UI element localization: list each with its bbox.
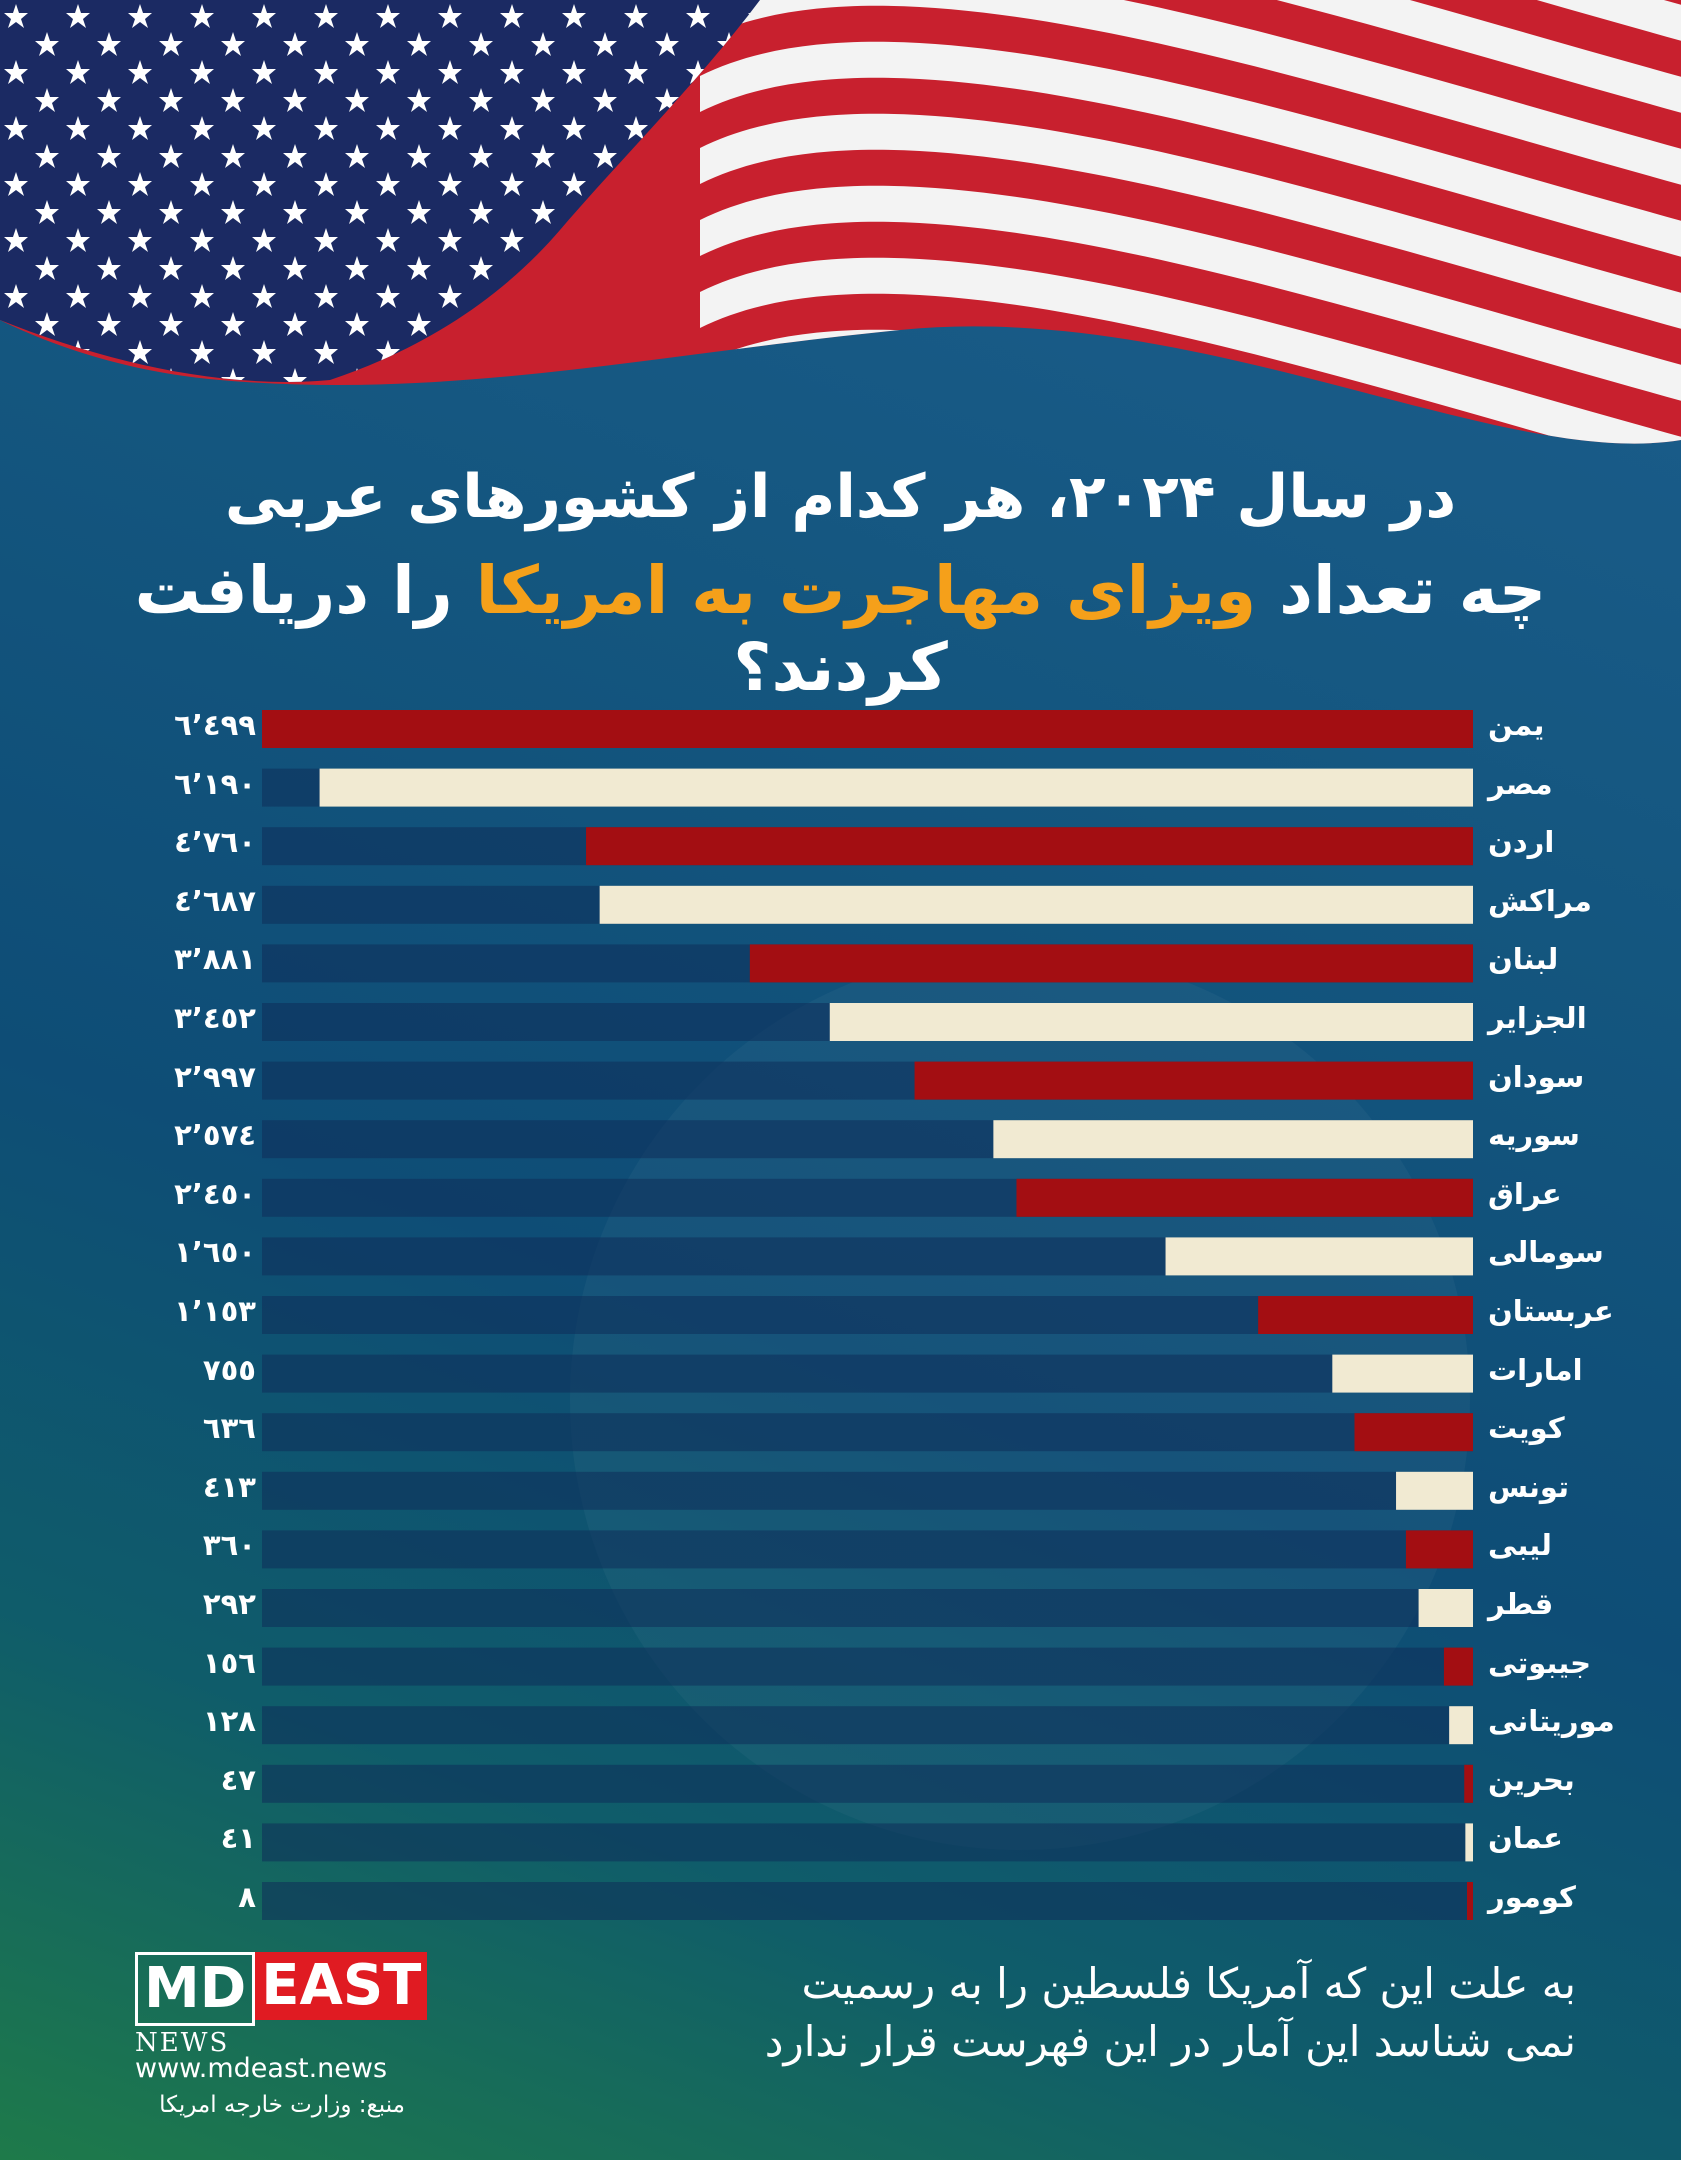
bar: [1443, 1647, 1473, 1686]
category-label: عمان: [1488, 1821, 1563, 1856]
flag-stripe: [700, 257, 1681, 444]
website-url: www.mdeast.news: [135, 2053, 388, 2084]
bar: [1396, 1471, 1473, 1510]
footnote: به علت این که آمریکا فلسطین را به رسمیت …: [676, 1955, 1576, 2071]
category-label: لبنان: [1488, 942, 1559, 977]
category-label: بحرین: [1488, 1762, 1575, 1797]
value-label: ٦٬١٩٠: [174, 766, 256, 801]
bar-track: [262, 1530, 1473, 1569]
category-label: عربستان: [1488, 1294, 1614, 1328]
source-credit: منبع: وزارت خارجه امریکا: [159, 2092, 405, 2118]
value-label: ١٬١٥٣: [174, 1294, 256, 1328]
value-label: ٣٬٨٨١: [174, 942, 256, 977]
footnote-line-2: نمی شناسد این آمار در این فهرست قرار ندا…: [764, 2017, 1576, 2066]
value-label: ٣٦٠: [202, 1528, 256, 1563]
logo-east: EAST: [255, 1952, 428, 2020]
category-label: قطر: [1488, 1587, 1554, 1621]
bar-track: [262, 1706, 1473, 1745]
bar: [1464, 1764, 1473, 1803]
category-label: مراکش: [1488, 883, 1592, 918]
value-label: ٢٬٤٥٠: [174, 1176, 256, 1211]
chart-title-line-2: چه تعداد ویزای مهاجرت به امریکا را دریاف…: [60, 552, 1621, 706]
bar: [914, 1061, 1473, 1100]
bar: [262, 710, 1473, 748]
value-label: ٧٥٥: [202, 1352, 256, 1387]
bar-track: [262, 1354, 1473, 1393]
category-label: جیبوتی: [1488, 1645, 1591, 1680]
bar: [599, 885, 1473, 924]
value-label: ١٥٦: [202, 1645, 256, 1680]
value-label: ٢٬٩٩٧: [174, 1059, 256, 1094]
category-label: سومالی: [1488, 1235, 1604, 1270]
bar-track: [262, 1413, 1473, 1452]
category-label: امارات: [1488, 1352, 1583, 1387]
value-label: ٤٧: [220, 1762, 256, 1797]
bar: [1258, 1296, 1473, 1334]
title-part-1: چه تعداد: [1256, 552, 1547, 629]
value-label: ٤١: [220, 1821, 256, 1856]
value-label: ٤٬٧٦٠: [174, 825, 256, 860]
bar: [1467, 1882, 1473, 1920]
bar: [1354, 1413, 1473, 1452]
value-label: ٤٬٦٨٧: [174, 883, 256, 918]
value-label: ١٢٨: [202, 1704, 256, 1739]
category-label: سوریه: [1488, 1118, 1580, 1153]
value-label: ٦٣٦: [202, 1411, 256, 1446]
bar: [586, 827, 1473, 866]
category-label: عراق: [1488, 1176, 1562, 1211]
bar: [993, 1120, 1473, 1159]
bar: [1165, 1237, 1473, 1276]
value-label: ٨: [238, 1880, 256, 1914]
category-label: سودان: [1488, 1059, 1585, 1094]
bar: [829, 1003, 1473, 1041]
bar-track: [262, 1823, 1473, 1862]
bar: [1405, 1530, 1473, 1569]
bar: [1465, 1823, 1473, 1862]
category-label: تونس: [1488, 1469, 1569, 1504]
category-label: موریتانی: [1488, 1704, 1615, 1739]
bar: [1418, 1589, 1473, 1627]
value-label: ٤١٣: [202, 1469, 256, 1504]
bar: [319, 768, 1474, 807]
bar-track: [262, 1589, 1473, 1627]
bar-track: [262, 1647, 1473, 1686]
flag-stripe: [700, 41, 1681, 262]
footnote-line-1: به علت این که آمریکا فلسطین را به رسمیت: [801, 1959, 1576, 2008]
title-part-2: را دریافت کردند؟: [134, 552, 948, 706]
chart-title-line-1: در سال ۲۰۲۴، هر کدام از کشورهای عربی: [224, 462, 1457, 532]
category-label: لیبی: [1488, 1528, 1552, 1563]
value-label: ٢٬٥٧٤: [174, 1118, 256, 1153]
bar-track: [262, 1882, 1473, 1920]
category-label: یمن: [1488, 708, 1545, 742]
title-highlight: ویزای مهاجرت به امریکا: [475, 552, 1257, 629]
us-flag-banner: [0, 0, 1681, 450]
category-label: کویت: [1488, 1411, 1565, 1446]
value-label: ٣٬٤٥٢: [174, 1001, 256, 1035]
category-label: اردن: [1488, 825, 1555, 860]
logo-md: MD: [135, 1952, 256, 2026]
logo-news: NEWS: [135, 2028, 230, 2058]
mdeast-logo: MD EAST NEWS: [135, 1952, 428, 2058]
bar: [1449, 1706, 1473, 1745]
category-label: مصر: [1488, 766, 1553, 801]
category-label: الجزایر: [1488, 1001, 1587, 1035]
bar-track: [262, 1764, 1473, 1803]
bar: [1332, 1354, 1473, 1393]
bar-track: [262, 1471, 1473, 1510]
value-label: ٢٩٢: [202, 1587, 256, 1621]
value-label: ١٬٦٥٠: [174, 1235, 256, 1270]
bar: [1016, 1178, 1473, 1217]
category-label: کومور: [1488, 1880, 1576, 1914]
value-label: ٦٬٤٩٩: [174, 708, 256, 742]
flag-stripe: [700, 113, 1681, 334]
bar: [749, 944, 1473, 983]
flag-stripe: [700, 185, 1681, 406]
